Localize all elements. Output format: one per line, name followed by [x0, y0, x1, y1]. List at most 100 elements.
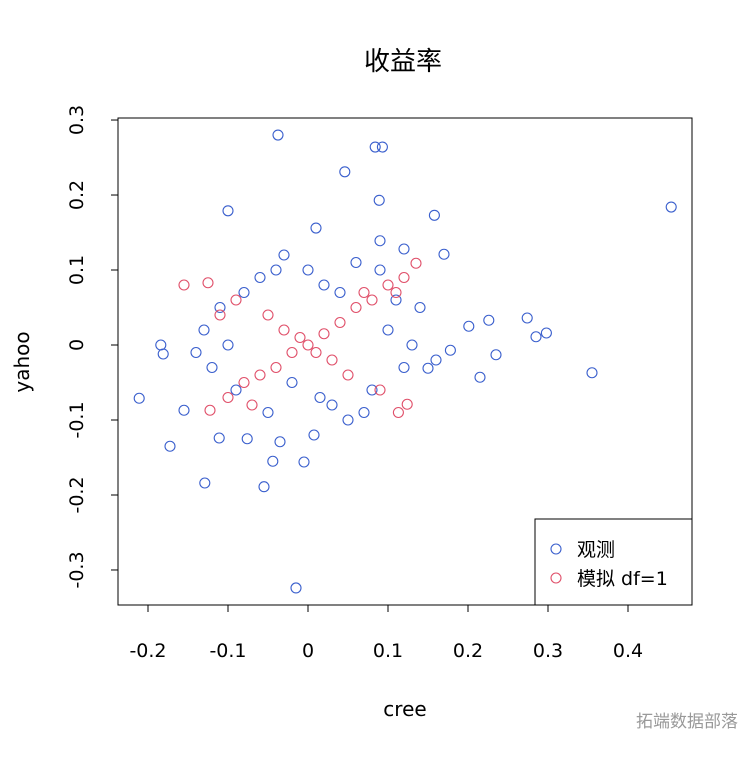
x-tick-label: 0.3	[533, 640, 563, 662]
legend-marker	[550, 543, 562, 555]
point	[230, 294, 242, 306]
y-tick-label: -0.3	[66, 551, 88, 588]
point	[238, 286, 250, 299]
point	[286, 376, 298, 389]
point	[430, 354, 442, 366]
point	[274, 436, 286, 448]
x-axis-label: cree	[383, 697, 426, 721]
point	[342, 369, 354, 381]
point	[374, 264, 386, 276]
point	[270, 264, 282, 276]
point	[294, 331, 306, 344]
point	[202, 277, 214, 289]
point	[254, 369, 266, 381]
point	[665, 201, 677, 213]
y-tick-label: -0.1	[66, 401, 88, 438]
point	[230, 384, 242, 396]
point	[369, 141, 381, 153]
point	[318, 328, 330, 340]
x-tick-label: -0.2	[129, 640, 166, 662]
point	[298, 456, 310, 468]
point	[290, 582, 302, 594]
point	[258, 481, 270, 493]
point	[374, 235, 386, 247]
point	[270, 361, 282, 374]
point	[246, 399, 258, 411]
point	[463, 320, 475, 332]
point	[530, 331, 542, 343]
point	[334, 316, 346, 329]
y-tick-label: 0	[66, 339, 88, 351]
x-tick-label: 0.2	[453, 640, 483, 662]
point	[286, 346, 298, 359]
y-axis-label: yahoo	[10, 331, 34, 392]
point	[241, 433, 253, 445]
point	[198, 324, 210, 336]
legend-marker	[550, 572, 562, 584]
x-tick-label: 0	[302, 640, 314, 662]
legend-label: 观测	[577, 539, 615, 561]
point	[178, 279, 190, 291]
point	[392, 406, 404, 419]
point	[438, 248, 450, 260]
point	[490, 349, 502, 361]
point	[222, 391, 234, 404]
point	[350, 256, 362, 269]
legend-label: 模拟 df=1	[577, 568, 668, 590]
point	[326, 354, 338, 366]
x-tick-label: 0.4	[613, 640, 643, 662]
y-tick-label: -0.2	[66, 476, 88, 513]
point	[262, 406, 274, 419]
point	[444, 344, 456, 356]
point	[190, 346, 202, 359]
point	[406, 339, 418, 351]
point	[222, 205, 234, 217]
point	[314, 391, 326, 404]
point	[521, 312, 533, 324]
point	[272, 129, 284, 141]
point	[278, 249, 290, 261]
point	[422, 362, 434, 374]
x-tick-label: -0.1	[209, 640, 246, 662]
point	[474, 371, 486, 383]
point	[214, 309, 226, 321]
point	[310, 346, 322, 359]
point	[155, 339, 167, 351]
point	[238, 376, 250, 389]
point	[540, 327, 552, 339]
point	[483, 314, 495, 326]
point	[318, 279, 330, 291]
point	[302, 264, 314, 276]
point	[339, 166, 351, 178]
point	[302, 339, 314, 351]
point	[178, 404, 190, 416]
point	[390, 294, 402, 306]
point	[382, 324, 394, 336]
point	[308, 429, 320, 441]
point	[214, 301, 226, 314]
y-tick-label: 0.2	[66, 180, 88, 210]
y-tick-label: 0.1	[66, 255, 88, 285]
point	[278, 324, 290, 336]
point	[262, 309, 274, 321]
point	[254, 271, 266, 284]
y-tick-label: 0.3	[66, 105, 88, 135]
point	[334, 286, 346, 299]
plot-frame	[117, 117, 693, 606]
point	[342, 414, 354, 426]
point	[376, 141, 388, 153]
point	[206, 361, 218, 374]
point	[398, 361, 410, 374]
chart-title: 收益率	[364, 47, 442, 77]
point	[164, 440, 176, 452]
point	[350, 301, 362, 314]
point	[382, 279, 394, 291]
point	[398, 243, 410, 255]
point	[390, 286, 402, 299]
legend-box	[534, 518, 693, 606]
point	[326, 399, 338, 411]
point	[374, 384, 386, 396]
point	[366, 384, 378, 396]
point	[199, 477, 211, 489]
